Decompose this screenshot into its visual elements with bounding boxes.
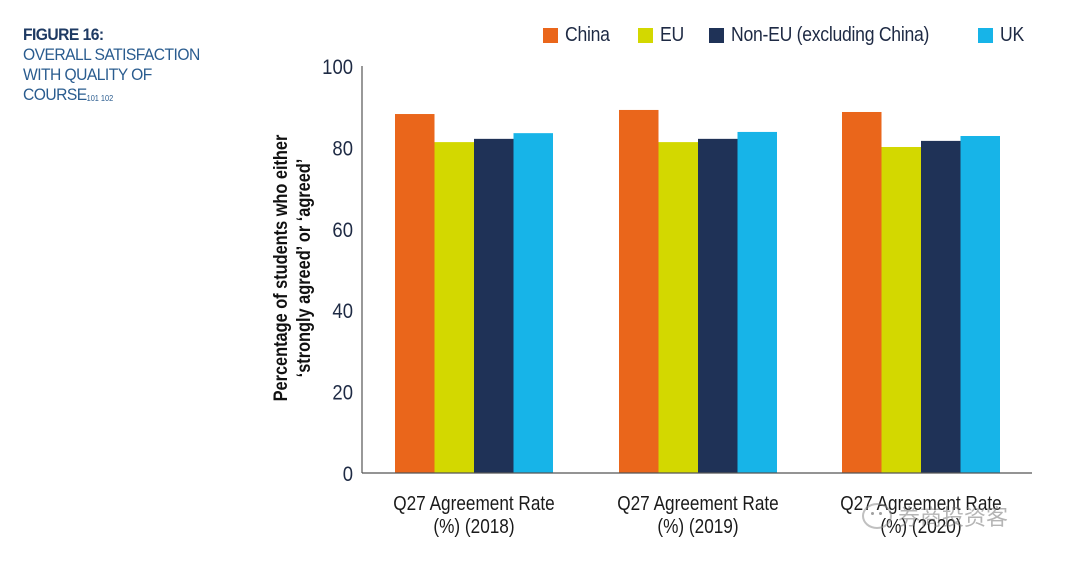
bar-uk-1 — [513, 133, 553, 473]
watermark-text: 券商投资客 — [898, 505, 1009, 530]
figure-title-line-3-text: COURSE — [23, 85, 87, 104]
figure-title-line-3: COURSE101 102 — [23, 85, 235, 105]
chart-legend: China EU Non-EU (excluding China) UK — [543, 24, 1027, 47]
bar-eu-2 — [658, 142, 698, 473]
footnote-refs: 101 102 — [86, 94, 114, 103]
legend-label-china: China — [565, 24, 610, 46]
x-tick-label: Q27 Agreement Rate — [617, 492, 778, 515]
x-axis-labels: Q27 Agreement Rate(%) (2018)Q27 Agreemen… — [393, 492, 1001, 538]
bar-eu-1 — [434, 142, 474, 473]
bar-uk-3 — [960, 136, 1000, 473]
legend-swatch-uk — [978, 28, 994, 43]
y-tick-label: 40 — [332, 300, 353, 323]
x-tick-label: (%) (2020) — [880, 515, 961, 538]
legend-label-eu: EU — [659, 24, 684, 46]
figure-title-line-1: OVERALL SATISFACTION — [23, 45, 200, 64]
y-axis-label: Percentage of students who either ‘stron… — [270, 135, 314, 402]
x-tick-label: (%) (2019) — [657, 515, 738, 538]
bar-uk-2 — [737, 131, 777, 473]
x-tick-label: Q27 Agreement Rate — [393, 492, 554, 515]
legend-item-eu: EU — [637, 24, 687, 47]
y-tick-label: 80 — [332, 137, 353, 160]
y-tick-label: 60 — [332, 219, 353, 242]
figure-title-line-2: WITH QUALITY OF — [23, 65, 152, 84]
y-tick-label: 100 — [322, 56, 353, 79]
y-axis-label-line-1: Percentage of students who either — [270, 135, 291, 402]
y-axis-ticks: 0 20 40 60 80 100 — [322, 56, 353, 486]
legend-item-china: China — [543, 24, 616, 47]
y-axis-label-line-2: ‘strongly agreed’ or ‘agreed’ — [293, 159, 314, 378]
bar-non-eu-excluding-china-1 — [474, 138, 514, 473]
legend-label-uk: UK — [1000, 24, 1025, 46]
legend-swatch-non-eu — [708, 28, 724, 43]
bar-china-1 — [395, 114, 435, 473]
bar-china-2 — [619, 109, 659, 474]
legend-swatch-eu — [637, 28, 653, 43]
bar-non-eu-excluding-china-3 — [921, 140, 961, 473]
figure-title: FIGURE 16: OVERALL SATISFACTION WITH QUA… — [23, 25, 235, 105]
x-tick-label: (%) (2018) — [433, 515, 514, 538]
legend-swatch-china — [543, 28, 558, 43]
wechat-icon — [862, 503, 892, 529]
y-tick-label: 0 — [343, 463, 353, 486]
bar-eu-3 — [881, 146, 921, 474]
watermark: 券商投资客 — [862, 500, 1008, 532]
bar-china-3 — [842, 111, 882, 473]
bar-non-eu-excluding-china-2 — [698, 138, 738, 473]
y-tick-label: 20 — [332, 382, 353, 405]
bars — [395, 109, 1000, 474]
legend-item-non-eu: Non-EU (excluding China) — [708, 24, 956, 47]
legend-label-non-eu: Non-EU (excluding China) — [730, 24, 930, 46]
figure-number: FIGURE 16: — [23, 25, 104, 44]
legend-item-uk: UK — [978, 24, 1027, 47]
